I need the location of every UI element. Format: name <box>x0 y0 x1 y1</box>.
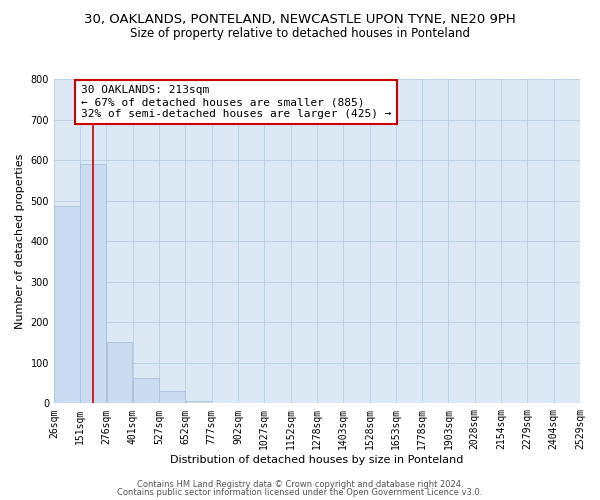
Text: 30 OAKLANDS: 213sqm
← 67% of detached houses are smaller (885)
32% of semi-detac: 30 OAKLANDS: 213sqm ← 67% of detached ho… <box>80 86 391 118</box>
Y-axis label: Number of detached properties: Number of detached properties <box>15 154 25 329</box>
Bar <box>54 206 80 404</box>
Text: Contains public sector information licensed under the Open Government Licence v3: Contains public sector information licen… <box>118 488 482 497</box>
Text: 30, OAKLANDS, PONTELAND, NEWCASTLE UPON TYNE, NE20 9PH: 30, OAKLANDS, PONTELAND, NEWCASTLE UPON … <box>84 12 516 26</box>
Bar <box>133 378 159 404</box>
Bar <box>186 402 211 404</box>
X-axis label: Distribution of detached houses by size in Ponteland: Distribution of detached houses by size … <box>170 455 464 465</box>
Bar <box>107 342 133 404</box>
Text: Contains HM Land Registry data © Crown copyright and database right 2024.: Contains HM Land Registry data © Crown c… <box>137 480 463 489</box>
Bar <box>80 164 106 404</box>
Bar <box>160 392 185 404</box>
Text: Size of property relative to detached houses in Ponteland: Size of property relative to detached ho… <box>130 28 470 40</box>
